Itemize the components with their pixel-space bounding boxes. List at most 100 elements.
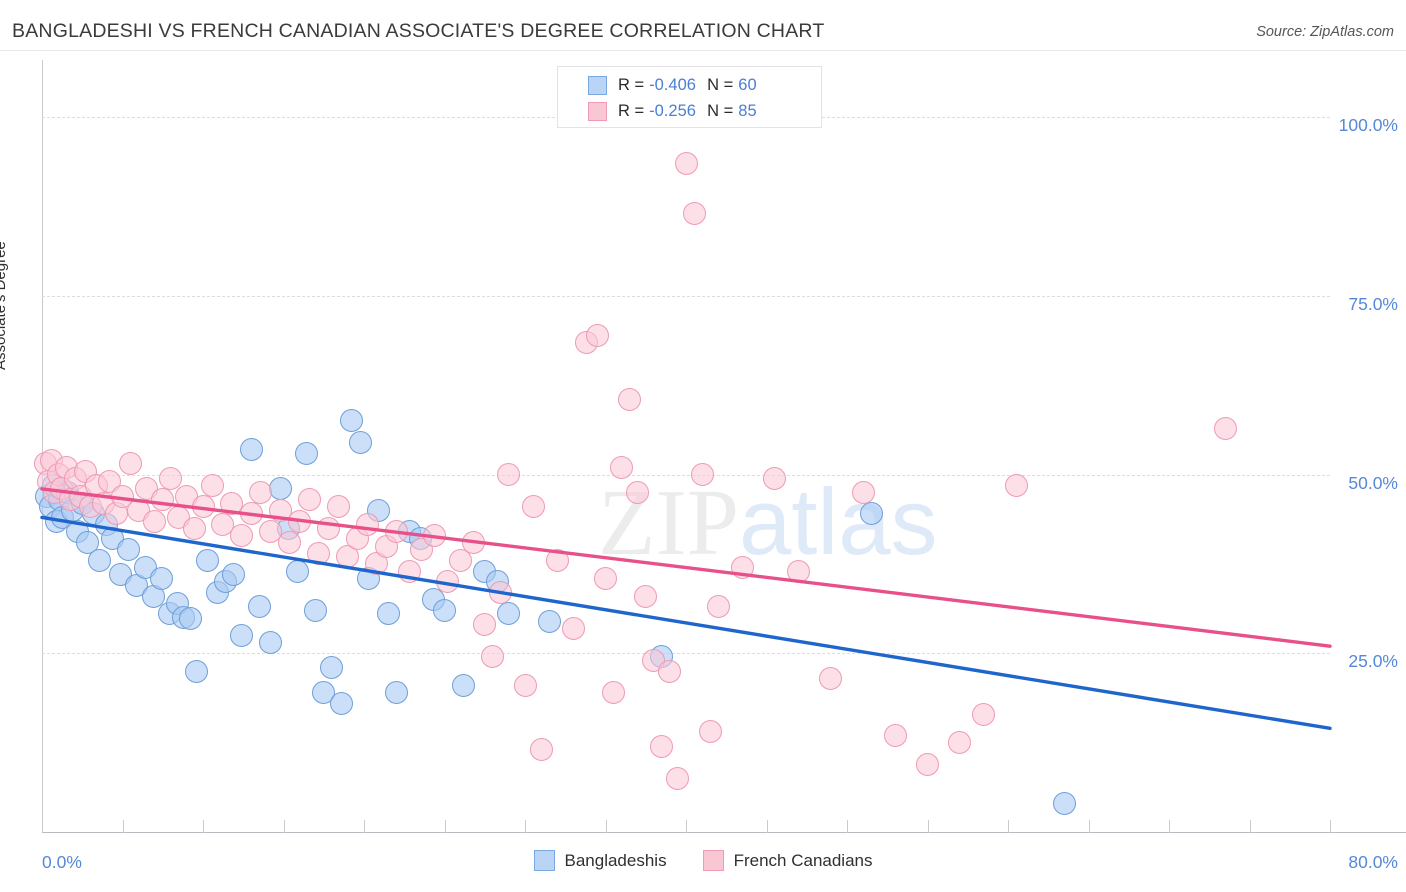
data-point	[259, 631, 283, 655]
n-label: N =	[707, 101, 734, 120]
data-point	[452, 673, 476, 697]
data-point	[149, 566, 173, 590]
data-point	[247, 595, 271, 619]
data-point	[602, 681, 626, 705]
data-point	[666, 766, 690, 790]
x-axis-tick	[766, 820, 768, 833]
n-value: 60	[738, 75, 757, 94]
data-point	[618, 388, 642, 412]
data-point	[178, 607, 202, 631]
data-point	[521, 495, 545, 519]
data-point	[191, 495, 215, 519]
data-point	[423, 523, 447, 547]
data-point	[529, 738, 553, 762]
data-point	[288, 509, 312, 533]
stats-legend-row: R = -0.406 N = 60	[588, 72, 821, 98]
series-legend-item[interactable]: Bangladeshis	[533, 850, 667, 871]
x-axis-line	[42, 832, 1406, 833]
data-point	[674, 152, 698, 176]
r-label: R =	[618, 75, 645, 94]
data-point	[185, 659, 209, 683]
x-axis-tick	[203, 820, 204, 833]
gridline	[42, 295, 1330, 297]
gridline	[42, 474, 1330, 476]
x-axis-tick	[1088, 820, 1090, 833]
data-point	[339, 409, 363, 433]
gridline	[42, 653, 1330, 655]
data-point	[436, 570, 460, 594]
data-point	[706, 595, 730, 619]
r-label: R =	[618, 101, 645, 120]
y-axis-tick-label: 50.0%	[1348, 472, 1398, 493]
data-point	[307, 541, 331, 565]
data-point	[545, 548, 569, 572]
series-swatch	[533, 850, 555, 871]
data-point	[461, 531, 485, 554]
data-point	[222, 563, 246, 587]
data-point	[239, 438, 263, 462]
x-axis-tick	[927, 820, 929, 833]
y-axis-line	[42, 60, 43, 832]
y-axis-tick-label: 25.0%	[1348, 651, 1398, 672]
data-point	[1004, 473, 1028, 497]
data-point	[1052, 791, 1076, 815]
plot-area: ZIPatlas	[33, 60, 1330, 832]
x-axis-tick	[283, 820, 285, 833]
data-point	[239, 502, 263, 526]
data-point	[286, 559, 310, 583]
y-axis-title: Associate's Degree	[0, 241, 9, 370]
data-point	[384, 681, 408, 705]
data-point	[859, 502, 883, 526]
data-point	[376, 602, 400, 626]
data-point	[497, 463, 521, 487]
data-point	[268, 477, 292, 501]
data-point	[201, 473, 225, 497]
data-point	[819, 666, 843, 690]
data-point	[948, 731, 972, 755]
data-point	[88, 548, 112, 572]
data-point	[513, 673, 537, 697]
data-point	[433, 598, 456, 622]
x-axis-tick	[42, 820, 43, 833]
x-axis-max-label: 80.0%	[1348, 852, 1398, 872]
x-axis-tick	[364, 820, 365, 833]
data-point	[682, 202, 706, 226]
n-label: N =	[707, 75, 734, 94]
x-axis-tick	[1169, 820, 1170, 833]
x-axis-tick	[1008, 820, 1009, 833]
data-point	[594, 566, 617, 590]
watermark-zip: ZIP	[598, 471, 739, 575]
data-point	[329, 691, 353, 715]
data-point	[294, 441, 318, 465]
data-point	[397, 559, 421, 583]
data-point	[473, 613, 497, 637]
legend-swatch	[588, 75, 607, 95]
data-point	[650, 734, 674, 758]
data-point	[117, 538, 141, 562]
data-point	[196, 548, 220, 572]
data-point	[230, 623, 254, 647]
data-point	[317, 516, 341, 540]
data-point	[489, 581, 513, 605]
data-point	[355, 513, 379, 537]
series-legend-item[interactable]: French Canadians	[702, 850, 873, 871]
x-axis-tick	[1330, 820, 1331, 833]
data-point	[730, 556, 754, 580]
series-swatch	[702, 850, 724, 871]
correlation-stats-legend: R = -0.406 N = 60 R = -0.256 N = 85	[557, 66, 822, 128]
data-point	[634, 584, 658, 608]
data-point	[230, 523, 254, 547]
data-point	[690, 463, 714, 487]
data-point	[349, 430, 373, 454]
series-label: Bangladeshis	[564, 850, 667, 870]
data-point	[537, 609, 561, 633]
x-axis-tick	[122, 820, 124, 833]
data-point	[585, 323, 609, 347]
data-point	[297, 488, 321, 512]
x-axis-tick	[1249, 820, 1251, 833]
data-point	[481, 645, 505, 669]
data-point	[658, 659, 682, 683]
data-point	[278, 531, 302, 554]
data-point	[320, 656, 344, 680]
